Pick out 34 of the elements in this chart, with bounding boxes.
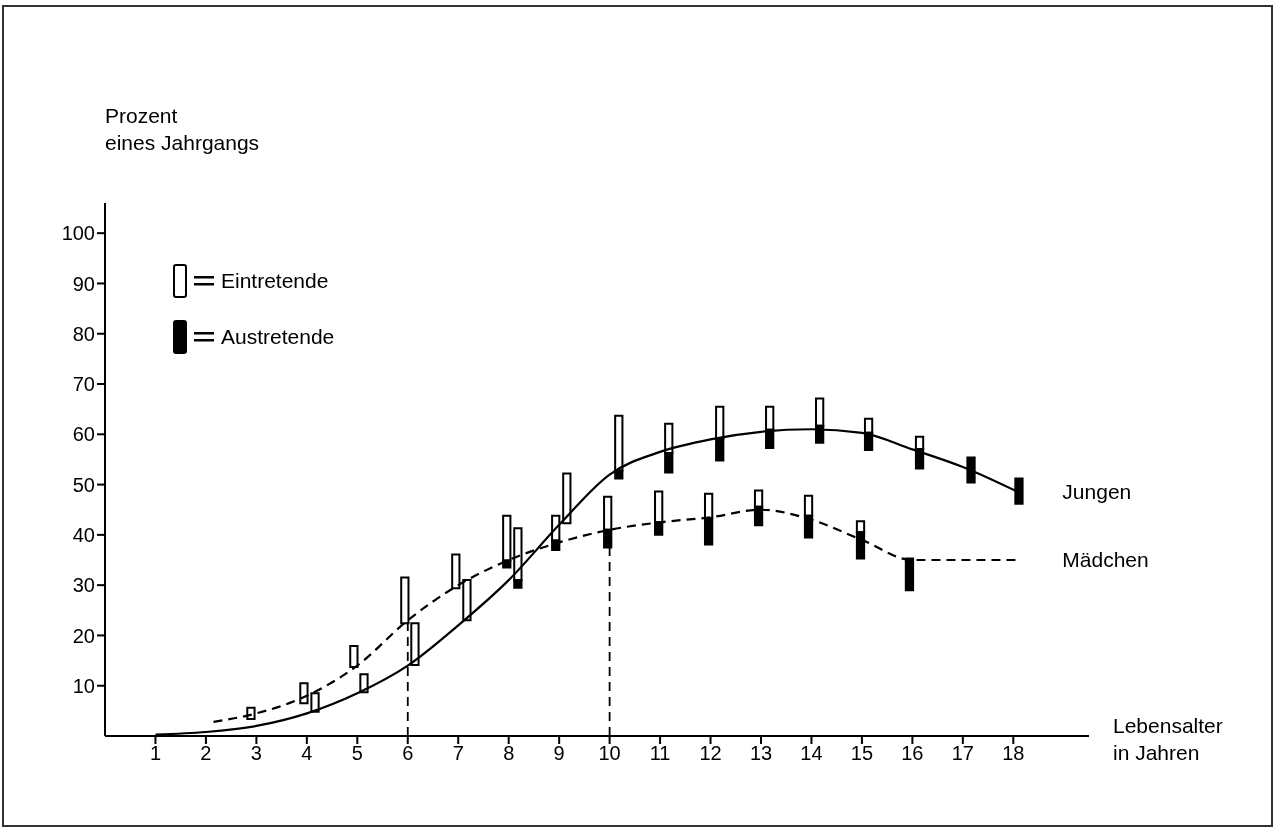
y-tick-label: 20 [72, 624, 95, 647]
x-tick-label: 2 [200, 742, 212, 765]
y-tick-label: 80 [72, 322, 95, 345]
x-tick-label: 11 [649, 742, 671, 765]
x-tick-label: 8 [503, 742, 515, 765]
y-tick-label: 90 [72, 272, 95, 295]
y-tick-label: 50 [72, 473, 95, 496]
x-tick-label: 13 [749, 742, 773, 765]
text: Jungen [1062, 480, 1132, 504]
x-tick-label: 3 [250, 742, 262, 765]
y-tick-label: 10 [72, 674, 95, 697]
y-axis-title: Prozent eines Jahrgangs [105, 103, 260, 156]
x-tick-label: 4 [301, 742, 313, 765]
x-axis-title: Lebensalter in Jahren [1113, 713, 1223, 766]
text: Mädchen [1062, 548, 1149, 572]
x-tick-label: 1 [149, 742, 162, 765]
x-tick-label: 17 [951, 742, 974, 765]
x-tick-label: 16 [901, 742, 924, 765]
x-tick-label: 12 [699, 742, 722, 765]
x-tick-label: 9 [553, 742, 565, 765]
x-tick-label: 14 [800, 742, 823, 765]
y-tick-label: 60 [72, 423, 95, 446]
x-tick-label: 7 [452, 742, 464, 765]
x-tick-label: 18 [1002, 742, 1025, 765]
y-tick-label: 100 [61, 222, 95, 245]
y-tick-label: 30 [72, 574, 95, 597]
x-tick-label: 5 [351, 742, 363, 765]
legend-label: Eintretende [221, 269, 329, 293]
legend-label: Austretende [221, 325, 335, 349]
x-tick-label: 6 [402, 742, 414, 765]
x-tick-label: 10 [598, 742, 621, 765]
y-tick-label: 70 [72, 373, 95, 396]
x-tick-label: 15 [850, 742, 874, 765]
y-tick-label: 40 [72, 523, 95, 546]
